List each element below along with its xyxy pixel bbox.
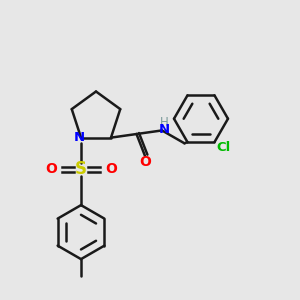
Text: N: N <box>74 131 85 144</box>
Text: O: O <box>139 154 151 169</box>
Text: O: O <box>105 162 117 176</box>
Text: O: O <box>45 162 57 176</box>
Text: N: N <box>159 123 170 136</box>
Text: Cl: Cl <box>216 141 231 154</box>
Text: H: H <box>160 116 169 129</box>
Text: S: S <box>75 160 87 178</box>
